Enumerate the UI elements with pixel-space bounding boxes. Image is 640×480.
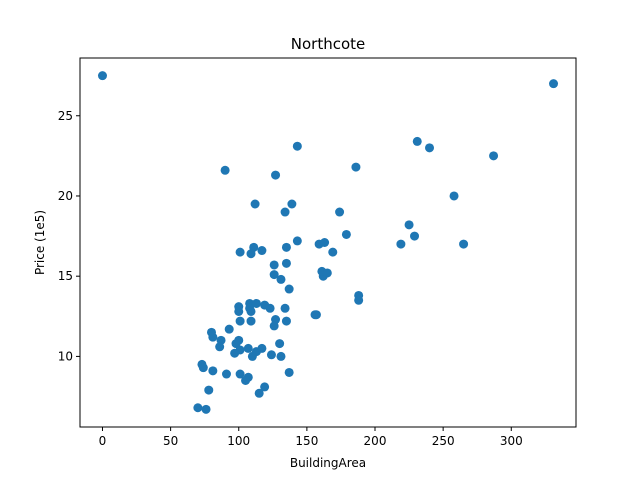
data-point	[254, 388, 264, 398]
data-point	[425, 143, 435, 153]
data-point	[215, 342, 225, 352]
data-point	[276, 351, 286, 361]
data-point	[269, 321, 279, 331]
data-point	[269, 270, 279, 280]
data-point	[235, 316, 245, 326]
data-point	[459, 239, 469, 249]
y-axis-ticks: 10 15 20 25	[58, 109, 80, 363]
data-point	[235, 369, 245, 379]
data-point	[275, 339, 285, 349]
data-point	[354, 295, 364, 305]
data-point	[247, 351, 257, 361]
data-point	[284, 367, 294, 377]
data-point	[260, 382, 270, 392]
data-point	[220, 165, 230, 175]
plot-frame	[79, 57, 577, 428]
data-point	[208, 366, 218, 376]
data-point	[341, 229, 351, 239]
y-tick-label: 10	[58, 349, 73, 363]
data-point	[269, 260, 279, 270]
data-point	[193, 403, 203, 413]
data-point	[310, 310, 320, 320]
x-axis-label: BuildingArea	[290, 456, 366, 470]
data-point	[281, 316, 291, 326]
data-point	[410, 231, 420, 241]
data-point	[328, 247, 338, 257]
data-point	[204, 385, 214, 395]
x-tick-label: 250	[432, 434, 455, 448]
data-point	[224, 324, 234, 334]
data-point	[97, 71, 107, 81]
data-point	[281, 242, 291, 252]
data-point	[280, 303, 290, 313]
data-point	[292, 141, 302, 151]
data-point	[246, 306, 256, 316]
data-point	[234, 306, 244, 316]
data-point	[281, 258, 291, 268]
data-point	[201, 404, 211, 414]
data-point	[235, 247, 245, 257]
data-point	[208, 332, 218, 342]
data-point	[489, 151, 499, 161]
y-axis-label: Price (1e5)	[33, 210, 47, 275]
x-tick-label: 150	[295, 434, 318, 448]
data-point	[549, 79, 559, 89]
data-point	[246, 249, 256, 259]
chart-title: Northcote	[291, 35, 366, 53]
data-point	[271, 170, 281, 180]
data-point	[250, 199, 260, 209]
data-point	[251, 298, 261, 308]
data-point	[257, 343, 267, 353]
data-point	[322, 268, 332, 278]
data-point	[284, 284, 294, 294]
data-point	[412, 136, 422, 146]
x-tick-label: 100	[227, 434, 250, 448]
data-point	[198, 363, 208, 373]
data-point	[280, 207, 290, 217]
data-point	[241, 375, 251, 385]
points-layer	[97, 71, 559, 414]
data-point	[246, 316, 256, 326]
data-point	[320, 238, 330, 247]
x-axis-ticks: 0 50 100 150 200 250 300	[99, 427, 523, 448]
data-point	[257, 246, 267, 256]
data-point	[351, 162, 361, 172]
y-tick-label: 25	[58, 109, 73, 123]
data-point	[335, 207, 345, 217]
data-point	[396, 239, 406, 249]
x-tick-label: 200	[364, 434, 387, 448]
data-point	[292, 236, 302, 246]
data-point	[287, 199, 297, 209]
y-tick-label: 20	[58, 189, 73, 203]
data-point	[266, 350, 276, 360]
data-point	[243, 343, 253, 353]
data-point	[449, 191, 459, 201]
x-tick-label: 300	[500, 434, 523, 448]
x-tick-label: 0	[99, 434, 107, 448]
x-tick-label: 50	[163, 434, 178, 448]
data-point	[265, 303, 275, 313]
data-point	[234, 335, 244, 345]
data-point	[404, 220, 414, 230]
y-tick-label: 15	[58, 269, 73, 283]
data-point	[230, 348, 240, 358]
data-point	[221, 369, 231, 379]
data-point	[276, 274, 286, 284]
